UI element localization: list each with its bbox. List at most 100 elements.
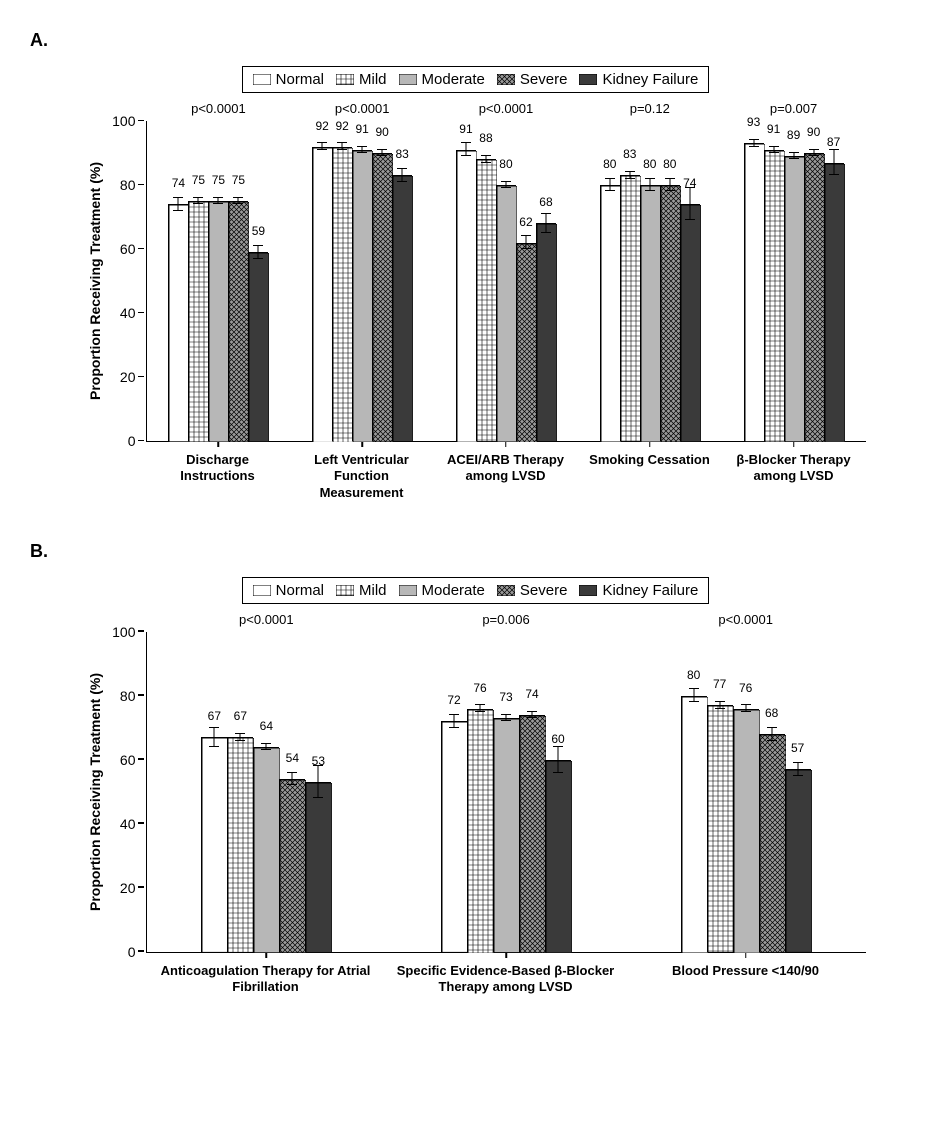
bar-value-label: 59 [252,224,265,238]
bar-column: 77 [707,632,733,952]
error-cap-top [645,178,655,179]
legend-label: Moderate [422,582,485,599]
bar-value-label: 87 [827,135,840,149]
p-value: p=0.12 [630,101,670,116]
bar-column: 89 [784,121,804,441]
bar-value-label: 57 [791,741,804,755]
bar [392,175,412,441]
error-cap-bottom [625,178,635,179]
bar [188,201,208,441]
error-cap-top [209,727,219,728]
bar-value-label: 74 [525,687,538,701]
error-cap-top [475,704,485,705]
bar-column: 67 [201,632,227,952]
bar-column: 90 [372,121,392,441]
panel-label: B. [30,541,931,562]
error-cap-top [173,197,183,198]
error-cap-top [689,688,699,689]
bar-value-label: 75 [192,173,205,187]
error-cap-bottom [253,258,263,259]
legend: Normal Mild Moderate Severe [242,577,710,604]
p-value: p<0.0001 [191,101,246,116]
legend-item: Kidney Failure [579,71,698,88]
y-tick [138,248,144,250]
bar-column: 75 [228,121,248,441]
chart: Normal Mild Moderate Severe [86,577,866,996]
error-cap-top [809,149,819,150]
bar-value-label: 76 [473,681,486,695]
bars: 80 83 [600,121,700,441]
bar [441,721,467,951]
legend-label: Severe [520,71,568,88]
bar-group: p<0.0001 67 67 [147,632,387,952]
error-cap-top [313,765,323,766]
bars: 92 92 [312,121,412,441]
error-cap-bottom [397,181,407,182]
bar [707,705,733,951]
bar-value-label: 74 [172,176,185,190]
bar-value-label: 90 [376,125,389,139]
bar-column: 59 [248,121,268,441]
bar-value-label: 92 [336,119,349,133]
bar-column: 67 [227,632,253,952]
p-value: p=0.006 [482,612,529,627]
error-cap-top [553,746,563,747]
error-cap-top [261,743,271,744]
bar-column: 92 [332,121,352,441]
error-cap-top [213,197,223,198]
chart: Normal Mild Moderate Severe [86,66,866,501]
error-cap-top [741,704,751,705]
y-tick-label: 60 [120,752,136,768]
error-cap-bottom [527,717,537,718]
p-value: p<0.0001 [718,612,773,627]
bar-column: 80 [600,121,620,441]
error-cap-top [769,146,779,147]
y-tick [138,440,144,442]
x-label: ACEI/ARB Therapy among LVSD [434,452,578,501]
x-label: Left Ventricular Function Measurement [290,452,434,501]
error-cap-bottom [475,711,485,712]
plot-area: 020406080100Proportion Receiving Treatme… [146,632,866,953]
bar [456,150,476,441]
legend: Normal Mild Moderate Severe [242,66,710,93]
bar-value-label: 80 [687,668,700,682]
bar-column: 54 [279,632,305,952]
bar-group: p=0.12 80 83 [578,121,722,441]
bar-column: 74 [519,632,545,952]
bar [168,204,188,441]
legend-item: Mild [336,71,387,88]
y-tick [138,886,144,888]
bar [733,709,759,952]
y-tick [138,376,144,378]
bar-column: 57 [785,632,811,952]
error-cap-top [233,197,243,198]
bar-value-label: 73 [499,690,512,704]
bar [312,147,332,441]
bars: 74 75 [168,121,268,441]
legend-label: Mild [359,71,387,88]
bar-column: 91 [352,121,372,441]
bar [467,709,493,952]
bar-value-label: 76 [739,681,752,695]
bar-group: p<0.0001 80 77 [626,632,866,952]
y-tick-label: 60 [120,241,136,257]
error-cap-bottom [377,155,387,156]
bar-column: 93 [744,121,764,441]
bar [785,769,811,951]
y-tick [138,950,144,952]
legend-swatch [399,585,417,596]
y-tick-label: 0 [128,433,136,449]
y-tick [138,312,144,314]
bar [660,185,680,441]
bar-value-label: 80 [663,157,676,171]
y-tick-label: 0 [128,944,136,960]
error-cap-top [501,714,511,715]
bar [279,779,305,952]
x-label: Discharge Instructions [146,452,290,501]
y-tick-label: 80 [120,177,136,193]
bar-group: p<0.0001 92 92 [290,121,434,441]
error-cap-top [715,701,725,702]
bar-value-label: 91 [356,122,369,136]
bar-column: 80 [640,121,660,441]
error-cap-bottom [449,727,459,728]
